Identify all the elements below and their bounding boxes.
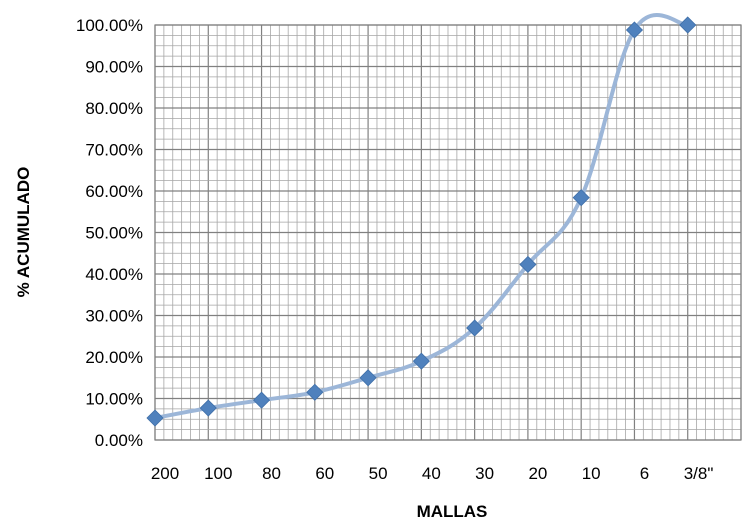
y-axis-title: % ACUMULADO xyxy=(14,167,33,298)
plot-border xyxy=(154,24,742,441)
data-point xyxy=(199,399,217,417)
y-tick-label: 70.00% xyxy=(85,141,143,160)
x-tick-label: 10 xyxy=(582,464,601,483)
x-tick-label: 50 xyxy=(369,464,388,483)
x-tick-label: 3/8" xyxy=(684,464,714,483)
data-point xyxy=(572,189,590,207)
plot-grid xyxy=(154,24,742,441)
x-tick-label: 200 xyxy=(151,464,179,483)
y-tick-label: 60.00% xyxy=(85,182,143,201)
y-tick-label: 90.00% xyxy=(85,58,143,77)
y-tick-label: 100.00% xyxy=(76,16,143,35)
y-tick-label: 10.00% xyxy=(85,390,143,409)
data-point xyxy=(252,391,271,409)
data-point xyxy=(146,409,164,427)
y-tick-label: 50.00% xyxy=(85,224,143,243)
data-point xyxy=(519,255,537,274)
y-axis-tick-labels: 0.00% 10.00% 20.00% 30.00% 40.00% 50.00% 60.00… xyxy=(76,16,143,450)
x-tick-label: 100 xyxy=(204,464,232,483)
data-point xyxy=(359,369,377,387)
x-tick-label: 60 xyxy=(315,464,334,483)
y-tick-label: 80.00% xyxy=(85,99,143,118)
y-tick-label: 40.00% xyxy=(85,265,143,284)
data-point xyxy=(466,319,484,337)
x-tick-label: 80 xyxy=(262,464,281,483)
data-point xyxy=(625,21,644,39)
x-axis-tick-labels: 200 100 80 60 50 40 30 20 10 6 3/8" xyxy=(151,464,714,483)
x-tick-label: 20 xyxy=(528,464,547,483)
x-tick-label: 30 xyxy=(475,464,494,483)
x-tick-label: 6 xyxy=(640,464,649,483)
data-point xyxy=(306,383,324,401)
data-point xyxy=(679,16,697,34)
y-tick-label: 20.00% xyxy=(85,348,143,367)
y-tick-label: 30.00% xyxy=(85,307,143,326)
series-group xyxy=(146,13,697,427)
x-axis-title: MALLAS xyxy=(417,502,488,521)
y-tick-label: 0.00% xyxy=(95,431,143,450)
data-point xyxy=(412,352,430,370)
x-tick-label: 40 xyxy=(422,464,441,483)
